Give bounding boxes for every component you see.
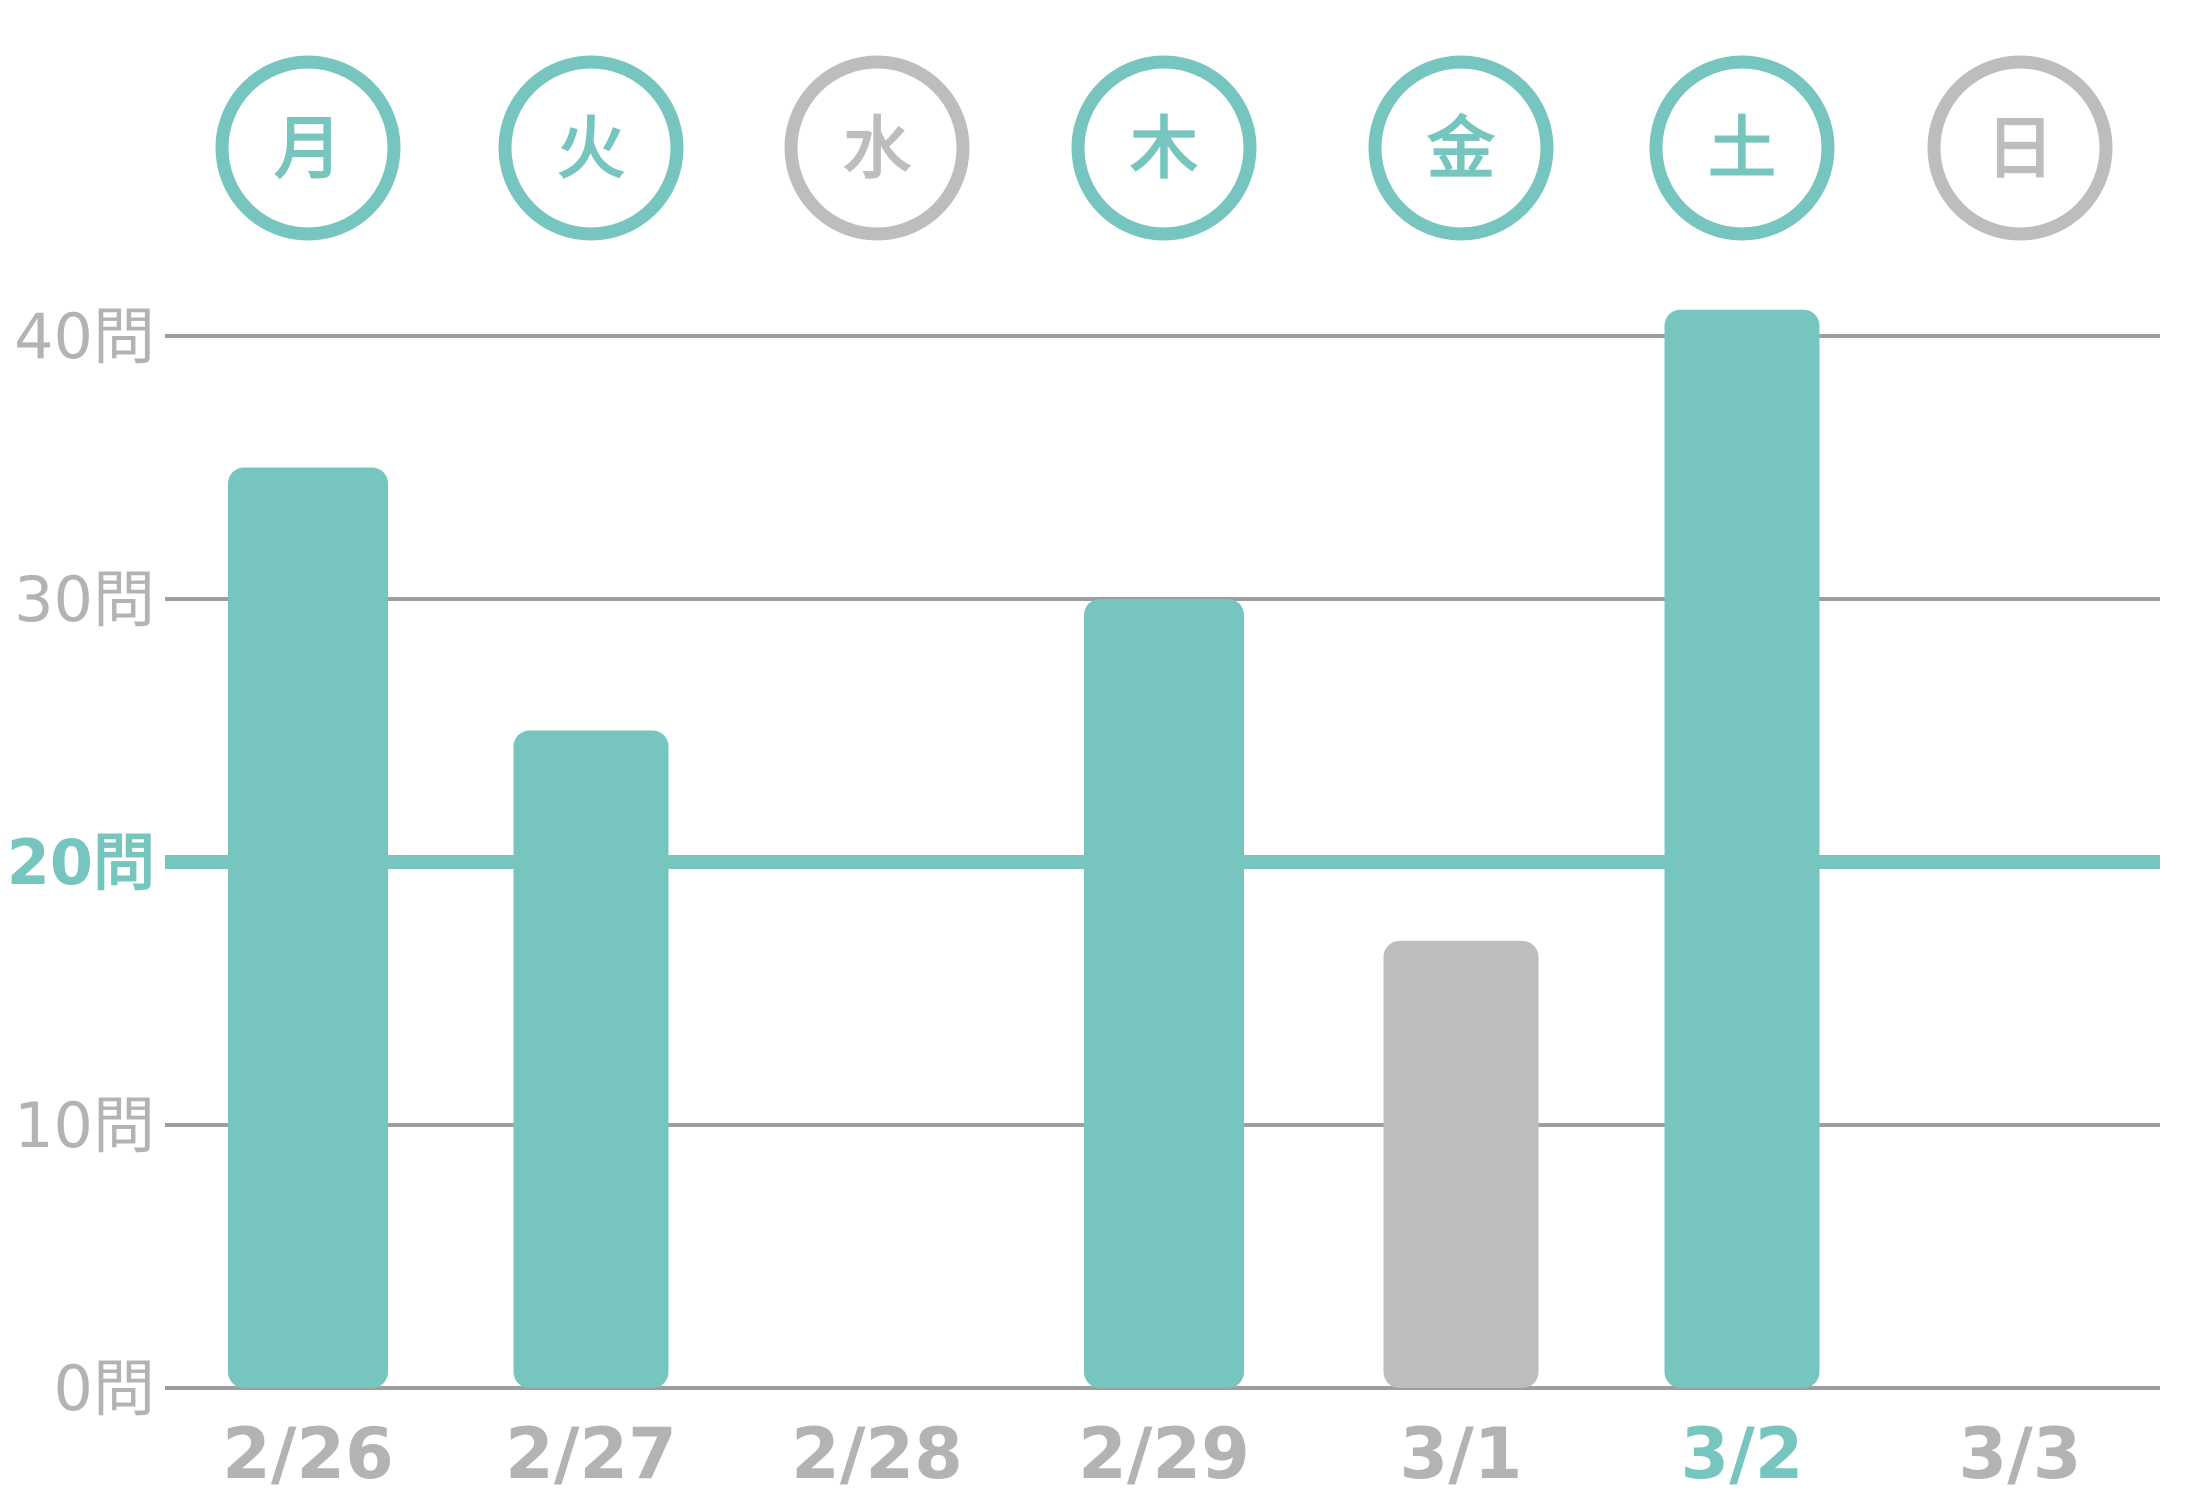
weekday-circle-5 [1649, 55, 1835, 241]
weekday-label-0: 月 [274, 110, 342, 189]
weekday-label-6: 日 [1986, 110, 2054, 189]
weekday-label-5: 土 [1708, 110, 1776, 189]
x-axis-tick-labels: 2/26 2/27 2/28 2/29 3/1 3/2 3/3 [222, 1413, 2081, 1495]
bar-2/26 [228, 467, 388, 1388]
y-tick-label-20: 20問 [7, 826, 155, 899]
x-tick-label-3/2: 3/2 [1681, 1413, 1804, 1495]
x-tick-label-2/26: 2/26 [222, 1413, 394, 1495]
x-tick-label-2/29: 2/29 [1078, 1413, 1250, 1495]
weekday-circle-0 [215, 55, 401, 241]
y-tick-label-30: 30問 [14, 563, 155, 636]
weekday-circle-4 [1368, 55, 1554, 241]
bar-2/29 [1084, 599, 1244, 1388]
bar-3/1 [1383, 940, 1539, 1388]
bars [228, 309, 1820, 1389]
bar-2/27 [513, 730, 669, 1388]
weekday-indicators: 月火水木金土日 [215, 55, 2113, 241]
x-tick-label-2/27: 2/27 [505, 1413, 677, 1495]
weekday-label-3: 木 [1130, 110, 1198, 189]
weekday-circle-6 [1927, 55, 2113, 241]
weekday-label-2: 水 [843, 110, 912, 189]
weekday-circle-1 [498, 55, 684, 241]
x-tick-label-3/1: 3/1 [1400, 1413, 1523, 1495]
weekday-circle-2 [784, 55, 970, 241]
x-tick-label-3/3: 3/3 [1959, 1413, 2082, 1495]
weekday-label-4: 金 [1426, 110, 1496, 189]
weekday-circle-3 [1071, 55, 1257, 241]
x-tick-label-2/28: 2/28 [791, 1413, 963, 1495]
y-tick-label-10: 10問 [14, 1089, 155, 1162]
y-tick-label-40: 40問 [14, 300, 155, 373]
weekday-label-1: 火 [557, 110, 625, 189]
y-tick-label-0: 0問 [54, 1352, 155, 1425]
bar-3/2 [1664, 309, 1820, 1389]
y-axis-tick-labels: 0問 10問 20問 30問 40問 [7, 300, 155, 1425]
